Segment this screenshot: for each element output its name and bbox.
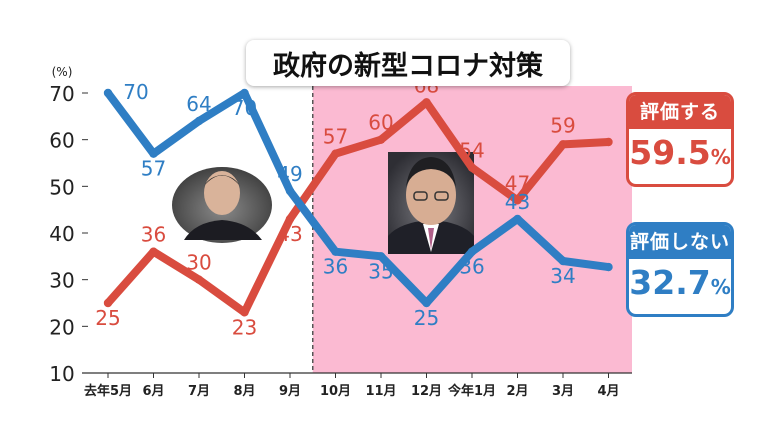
data-point-disapprove (331, 247, 340, 256)
x-tick-label: 10月 (320, 384, 351, 399)
data-point-approve (194, 275, 204, 284)
data-label-disapprove: 70 (232, 96, 257, 120)
kishida-photo (388, 152, 474, 254)
data-point-disapprove (285, 186, 295, 196)
y-axis-unit: (%) (52, 65, 73, 79)
x-tick-label: 11月 (365, 384, 396, 399)
legend-disapprove-label: 評価しない (629, 225, 731, 259)
data-label-approve: 25 (95, 306, 120, 330)
data-label-approve: 47 (505, 171, 530, 195)
chart-title: 政府の新型コロナ対策 (246, 40, 570, 86)
data-label-disapprove: 36 (459, 255, 484, 279)
data-label-approve: 43 (277, 222, 302, 246)
data-label-approve: 60 (368, 111, 393, 135)
data-point-disapprove (422, 298, 431, 308)
data-point-approve (422, 98, 431, 107)
data-point-approve (285, 214, 295, 224)
data-point-disapprove (604, 262, 613, 272)
data-point-disapprove (513, 214, 522, 224)
x-tick-label: 2月 (506, 384, 528, 399)
data-label-approve: 23 (232, 315, 257, 339)
data-point-approve (103, 298, 113, 308)
y-tick-label: 70 (49, 82, 74, 106)
data-label-approve: 59 (550, 113, 575, 137)
data-label-disapprove: 70 (123, 80, 148, 104)
data-label-disapprove: 64 (186, 92, 211, 116)
data-label-disapprove: 57 (141, 157, 166, 181)
data-label-disapprove: 36 (323, 255, 348, 279)
data-point-disapprove (194, 116, 204, 126)
x-tick-label: 去年5月 (84, 383, 132, 399)
data-point-approve (558, 140, 568, 149)
data-label-disapprove: 25 (414, 306, 439, 330)
suga-photo (172, 167, 272, 243)
x-axis: 去年5月 6月 7月 8月 9月 10月 11月 12月 今年1月 2月 3月 4月 (84, 373, 620, 399)
data-point-approve (240, 308, 249, 317)
series-line-approve (104, 98, 613, 317)
x-tick-label: 4月 (597, 384, 619, 399)
legend-disapprove-value: 32.7 (629, 263, 711, 302)
data-point-approve (149, 247, 158, 256)
y-tick-label: 50 (49, 175, 74, 199)
data-label-disapprove: 34 (550, 264, 575, 288)
y-tick-label: 60 (49, 129, 74, 153)
legend-approve-value: 59.5 (629, 133, 711, 172)
data-label-approve: 36 (141, 223, 166, 247)
data-label-disapprove: 35 (368, 259, 393, 283)
data-point-approve (376, 135, 386, 144)
legend-disapprove: 評価しない 32.7% (626, 222, 734, 317)
y-axis: 70 60 50 40 30 20 10 (49, 82, 88, 386)
data-label-disapprove: 43 (505, 190, 530, 214)
x-tick-label: 6月 (142, 384, 164, 399)
data-label-disapprove: 49 (277, 162, 302, 186)
legend-disapprove-unit: % (710, 275, 731, 299)
x-tick-label: 7月 (188, 384, 210, 399)
x-tick-label: 9月 (279, 384, 301, 399)
data-point-approve (467, 163, 477, 172)
legend-approve-unit: % (710, 145, 731, 169)
x-tick-label: 8月 (233, 384, 255, 399)
series-line-disapprove (104, 89, 613, 307)
data-point-approve (513, 196, 522, 205)
y-tick-label: 20 (49, 315, 74, 339)
data-point-disapprove (467, 247, 477, 256)
x-tick-label: 今年1月 (447, 383, 496, 399)
data-point-disapprove (149, 149, 158, 158)
data-point-disapprove (103, 88, 113, 98)
y-tick-label: 10 (49, 362, 74, 386)
x-tick-label: 12月 (411, 384, 442, 399)
data-point-approve (604, 137, 613, 147)
legend-approve-label: 評価する (629, 95, 731, 129)
data-label-approve: 30 (186, 251, 211, 275)
legend-approve: 評価する 59.5% (626, 92, 734, 187)
data-point-disapprove (240, 88, 249, 98)
data-label-approve: 57 (323, 125, 348, 149)
y-tick-label: 30 (49, 269, 74, 293)
data-point-approve (331, 149, 340, 158)
data-point-disapprove (558, 256, 568, 266)
data-point-disapprove (376, 252, 386, 261)
data-label-approve: 54 (459, 139, 484, 163)
x-tick-label: 3月 (552, 384, 574, 399)
y-tick-label: 40 (49, 222, 74, 246)
